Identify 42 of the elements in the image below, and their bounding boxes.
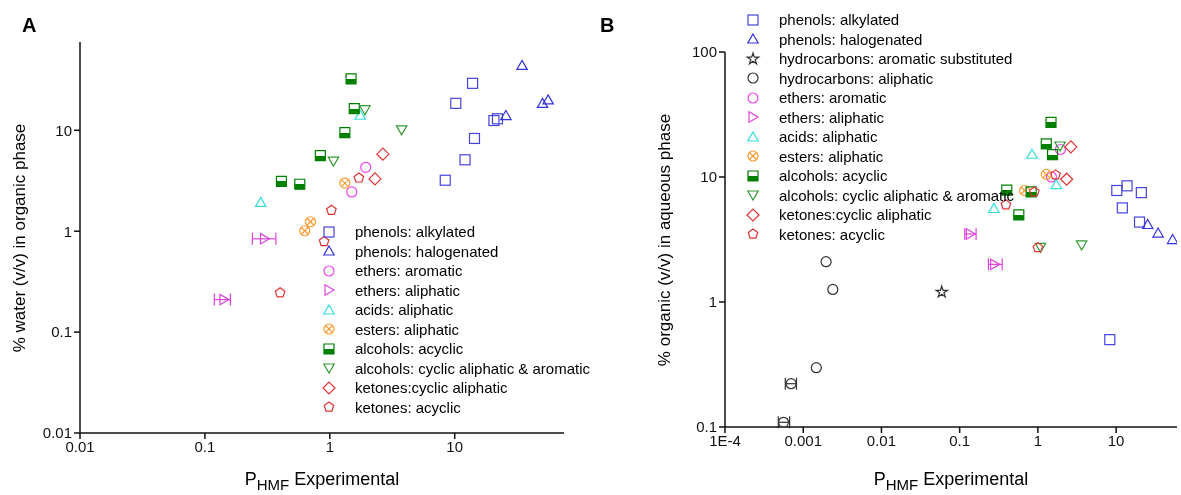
legend-label: acids: aliphatic	[779, 127, 878, 147]
legend-label: phenols: alkylated	[354, 222, 475, 242]
y-tick-label: 1	[63, 222, 72, 240]
legend-label: ketones:cyclic aliphatic	[354, 378, 508, 398]
y-tick-label: 10	[55, 121, 72, 139]
chart-title: A	[22, 14, 37, 37]
x-tick-label: 0.01	[866, 431, 897, 449]
x-axis-title: P$_{HMF}$ Experimental	[872, 469, 1030, 493]
x-axis-title: P$_{HMF}$ Experimental	[243, 469, 401, 493]
chart-title: B	[600, 14, 615, 37]
legend-label: ketones:cyclic aliphatic	[779, 205, 932, 225]
legend-label: phenols: halogenated	[779, 29, 923, 49]
legend-label: ethers: aliphatic	[779, 107, 885, 127]
x-tick-label: 10	[1107, 431, 1125, 449]
legend-label: ethers: aromatic	[779, 88, 887, 108]
x-tick-label: 0.1	[194, 437, 216, 455]
y-axis-title: % water (v/v) in organic phase	[10, 123, 30, 352]
legend-label: alcohols: cyclic aliphatic & aromatic	[779, 185, 1015, 205]
legend-label: esters: aliphatic	[779, 146, 884, 166]
x-tick-label: 10	[446, 437, 464, 455]
legend-label: esters: aliphatic	[354, 319, 460, 339]
legend-label: phenols: alkylated	[779, 10, 900, 30]
legend-label: acids: aliphatic	[354, 300, 454, 320]
y-tick-label: 0.1	[51, 323, 72, 341]
y-tick-label: 10	[700, 168, 717, 186]
legend-label: phenols: halogenated	[354, 241, 499, 261]
legend-label: ethers: aliphatic	[354, 280, 460, 300]
x-tick-label: 0.1	[949, 431, 971, 449]
legend-label: alcohols: cyclic aliphatic & aromatic	[354, 358, 590, 378]
x-tick-label: 1	[325, 437, 334, 455]
y-tick-label: 1	[708, 293, 717, 311]
legend-label: ethers: aromatic	[354, 261, 463, 281]
legend-label: alcohols: acyclic	[779, 166, 888, 186]
x-tick-label: 0.001	[784, 431, 822, 449]
y-tick-label: 100	[691, 43, 717, 61]
legend-label: ketones: acyclic	[354, 397, 461, 417]
legend-label: hydrocarbons: aliphatic	[779, 68, 934, 88]
legend-label: ketones: acyclic	[779, 224, 885, 244]
legend-label: hydrocarbons: aromatic substituted	[779, 49, 1013, 69]
legend-label: alcohols: acyclic	[354, 339, 464, 359]
x-tick-label: 1	[1033, 431, 1043, 449]
y-axis-title: % organic (v/v) in aqueous phase	[655, 113, 675, 366]
